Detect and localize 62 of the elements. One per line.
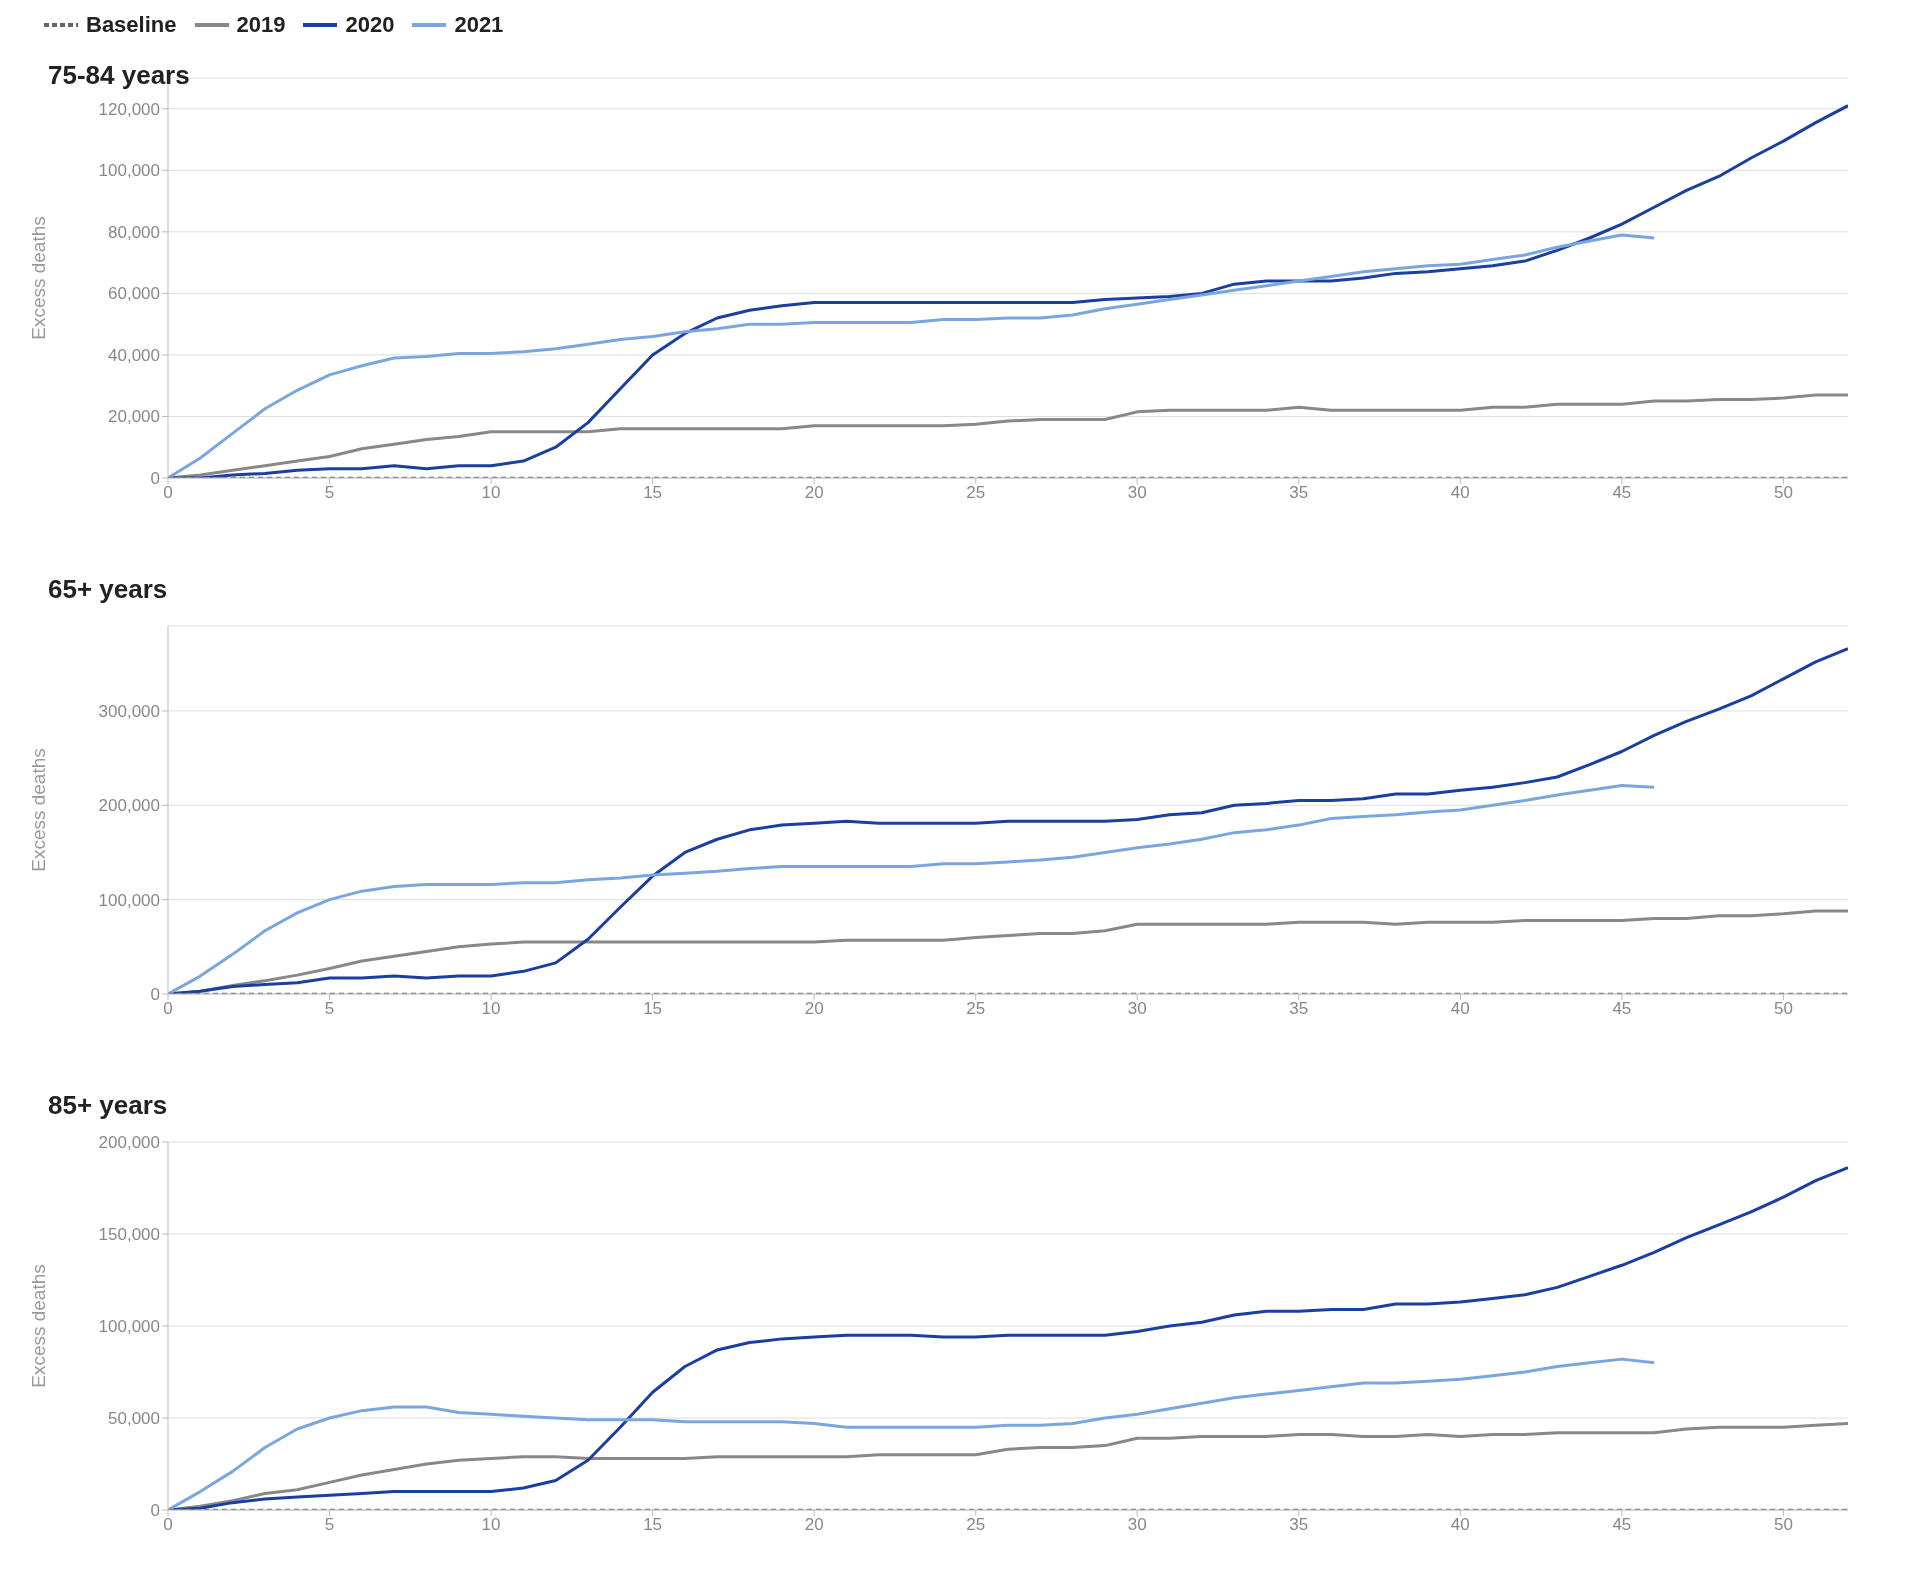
x-tick-label: 45: [1612, 483, 1632, 503]
y-tick-label: 20,000: [108, 407, 160, 427]
x-tick-label: 5: [324, 1515, 335, 1535]
y-tick-label: 80,000: [108, 222, 160, 242]
line-series: [168, 233, 1656, 478]
chart-title: 85+ years: [47, 1090, 169, 1122]
x-tick-label: 45: [1612, 999, 1632, 1019]
chart-title: 65+ years: [47, 574, 169, 606]
y-tick-label: 100,000: [98, 1317, 160, 1337]
y-tick-label: 50,000: [108, 1409, 160, 1429]
x-tick-label: 40: [1450, 999, 1470, 1019]
y-axis-title: Excess deaths: [27, 748, 49, 872]
y-tick-label: 0: [150, 469, 160, 489]
y-tick-label: 60,000: [108, 284, 160, 304]
x-tick-label: 0: [163, 1515, 173, 1535]
x-tick-label: 30: [1127, 483, 1147, 503]
x-tick-label: 0: [163, 483, 173, 503]
x-tick-label: 40: [1450, 1515, 1470, 1535]
x-tick-label: 20: [804, 1515, 824, 1535]
y-tick-label: 150,000: [98, 1225, 160, 1245]
x-tick-label: 10: [481, 483, 501, 503]
x-tick-label: 10: [481, 1515, 501, 1535]
x-tick-label: 30: [1127, 1515, 1147, 1535]
x-tick-label: 35: [1289, 1515, 1309, 1535]
y-tick-label: 0: [150, 1501, 160, 1521]
x-tick-label: 40: [1450, 483, 1470, 503]
x-tick-label: 15: [643, 999, 663, 1019]
legend-label: 2019: [236, 12, 286, 38]
x-tick-label: 10: [481, 999, 501, 1019]
y-tick-label: 200,000: [98, 1133, 160, 1153]
x-tick-label: 5: [324, 999, 335, 1019]
legend-label: 2021: [454, 12, 504, 38]
legend-label: Baseline: [86, 12, 177, 38]
x-tick-label: 25: [966, 999, 986, 1019]
y-tick-label: 100,000: [98, 161, 160, 181]
x-tick-label: 25: [966, 483, 986, 503]
x-tick-label: 20: [804, 483, 824, 503]
x-tick-label: 50: [1773, 999, 1793, 1019]
x-tick-label: 15: [643, 483, 663, 503]
x-tick-label: 20: [804, 999, 824, 1019]
x-tick-label: 35: [1289, 999, 1309, 1019]
y-tick-label: 200,000: [98, 796, 160, 816]
chart-title: 75-84 years: [48, 60, 190, 91]
y-tick-label: 100,000: [98, 890, 160, 910]
x-tick-label: 15: [643, 1515, 663, 1535]
line-series: [168, 783, 1656, 994]
x-tick-label: 50: [1773, 483, 1793, 503]
x-tick-label: 30: [1127, 999, 1147, 1019]
y-tick-label: 0: [150, 985, 160, 1005]
y-axis-title: Excess deaths: [27, 1264, 49, 1388]
x-tick-label: 0: [163, 999, 173, 1019]
x-tick-label: 45: [1612, 1515, 1632, 1535]
x-tick-label: 50: [1773, 1515, 1793, 1535]
y-tick-label: 120,000: [98, 99, 160, 119]
y-axis-title: Excess deaths: [27, 216, 49, 340]
y-tick-label: 300,000: [98, 701, 160, 721]
x-tick-label: 35: [1289, 483, 1309, 503]
line-series: [168, 1357, 1656, 1510]
legend-label: 2020: [345, 12, 395, 38]
y-tick-label: 40,000: [108, 345, 160, 365]
x-tick-label: 5: [324, 483, 335, 503]
x-tick-label: 25: [966, 1515, 986, 1535]
